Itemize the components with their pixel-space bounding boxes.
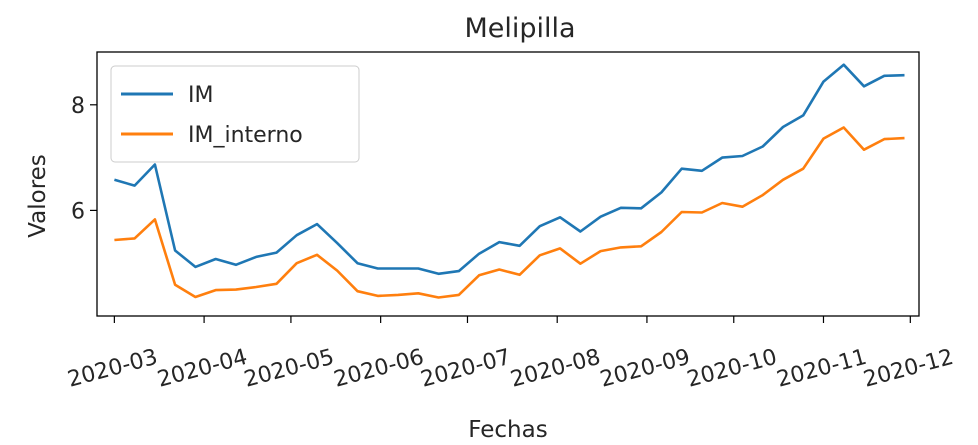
x-tick-label: 2020-08 — [508, 345, 603, 393]
x-tick-label: 2020-09 — [598, 345, 693, 393]
x-tick-label: 2020-07 — [418, 345, 513, 393]
x-tick-label: 2020-10 — [684, 345, 779, 393]
legend-label-im: IM — [188, 83, 213, 108]
legend-label-im-interno: IM_interno — [188, 123, 303, 148]
legend-box — [110, 65, 360, 163]
series-line-im-interno — [114, 126, 905, 299]
x-tick-label: 2020-05 — [242, 345, 337, 393]
y-axis-label: Valores — [25, 154, 51, 238]
x-tick-label: 2020-03 — [65, 345, 160, 393]
y-axis-ticks: 68 — [71, 94, 97, 224]
x-axis-label: Fechas — [468, 417, 547, 443]
x-axis-ticks: 2020-032020-042020-052020-062020-072020-… — [65, 316, 956, 393]
x-tick-label: 2020-06 — [331, 345, 426, 393]
series-layer — [114, 63, 905, 299]
x-tick-label: 2020-04 — [155, 345, 250, 393]
x-tick-label: 2020-12 — [861, 345, 956, 393]
chart-title: Melipilla — [464, 13, 575, 44]
legend: IM IM_interno — [110, 65, 360, 163]
x-tick-label: 2020-11 — [774, 345, 869, 393]
series-line-im — [114, 63, 905, 276]
y-tick-label: 8 — [71, 94, 85, 119]
y-tick-label: 6 — [71, 199, 85, 224]
plot-area-frame — [96, 51, 920, 317]
